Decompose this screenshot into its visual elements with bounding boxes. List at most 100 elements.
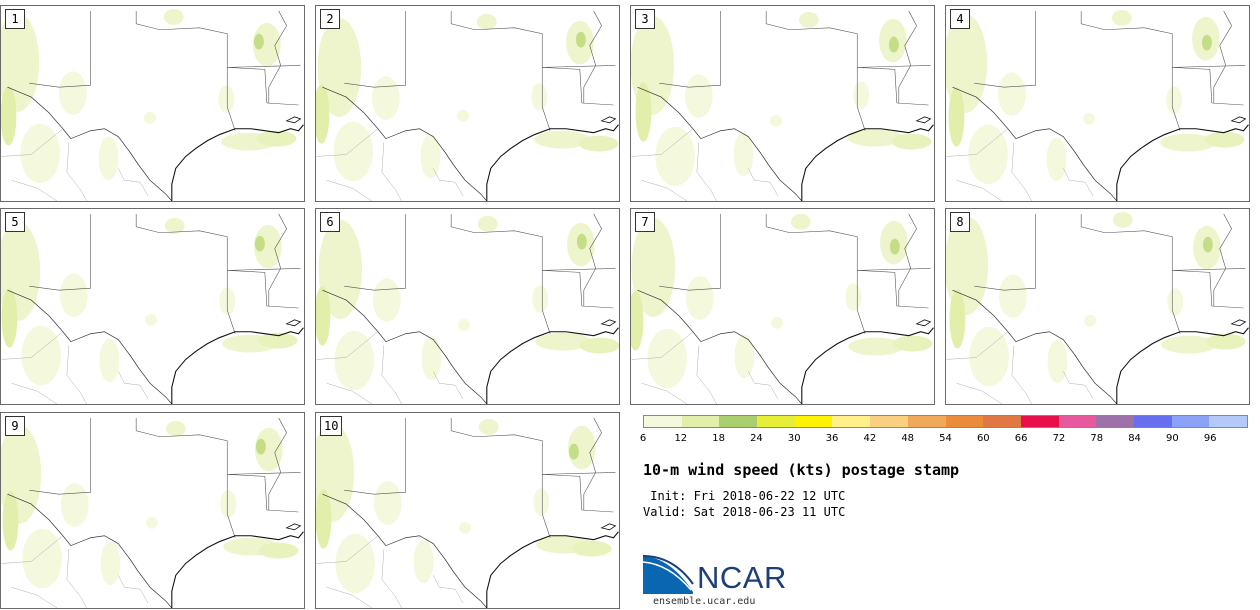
wind-speed-contour xyxy=(164,217,185,234)
mexico-state-line xyxy=(946,331,1009,360)
wind-speed-contour xyxy=(257,332,298,349)
mexico-state-line xyxy=(696,345,717,404)
wind-speed-map xyxy=(316,213,619,404)
valid-time: Valid: Sat 2018-06-23 11 UTC xyxy=(643,505,846,519)
colorbar-segment xyxy=(1171,416,1210,427)
coastline xyxy=(486,531,619,608)
mexico-state-line xyxy=(946,128,1009,157)
wind-speed-map xyxy=(631,213,934,404)
mexico-state-line xyxy=(66,142,87,201)
wind-speed-contour xyxy=(1166,86,1183,114)
wind-speed-map xyxy=(316,10,619,201)
state-border xyxy=(541,474,551,538)
state-border xyxy=(581,305,614,309)
mexico-state-line xyxy=(696,142,717,201)
state-border xyxy=(1171,270,1181,334)
wind-speed-contour xyxy=(1204,131,1245,148)
ensemble-member-panel-9: 9 xyxy=(0,412,305,609)
state-border xyxy=(765,213,898,307)
member-label: 8 xyxy=(950,212,970,232)
state-border xyxy=(974,213,1036,291)
state-border xyxy=(344,417,406,495)
member-label: 10 xyxy=(320,416,343,436)
coastline xyxy=(486,124,619,201)
coastline xyxy=(285,319,302,327)
state-border xyxy=(135,417,268,511)
coastline xyxy=(285,116,302,124)
wind-speed-contour xyxy=(1205,333,1246,350)
state-border xyxy=(541,67,551,131)
wind-speed-contour xyxy=(100,541,121,586)
wind-speed-contour xyxy=(1202,236,1213,253)
coastline xyxy=(1230,319,1247,327)
ensemble-member-panel-5: 5 xyxy=(0,208,305,405)
mexico-border xyxy=(322,86,488,201)
colorbar-tick-label: 60 xyxy=(976,433,990,444)
wind-speed-contour xyxy=(1083,112,1096,125)
mexico-border xyxy=(7,289,173,404)
wind-speed-contour xyxy=(853,81,870,109)
wind-speed-contour xyxy=(847,128,903,147)
state-border xyxy=(226,67,236,131)
state-border xyxy=(1211,102,1244,106)
wind-speed-contour xyxy=(458,318,470,331)
wind-speed-contour xyxy=(655,126,695,187)
wind-speed-contour xyxy=(1111,9,1132,26)
state-border xyxy=(541,270,551,334)
wind-speed-contour xyxy=(1047,339,1068,384)
colorbar-tick-label: 54 xyxy=(939,433,952,444)
site-url: ensemble.ucar.edu xyxy=(653,596,756,607)
wind-speed-contour xyxy=(1160,133,1216,152)
state-border xyxy=(266,102,299,106)
coastline xyxy=(915,319,932,327)
mexico-state-line xyxy=(381,549,402,608)
colorbar-segment xyxy=(794,416,833,427)
state-border xyxy=(1080,10,1213,104)
mexico-state-line xyxy=(748,168,779,197)
wind-speed-contour xyxy=(335,533,375,594)
wind-speed-contour xyxy=(734,334,755,379)
mexico-state-line xyxy=(118,575,149,604)
ensemble-member-panel-1: 1 xyxy=(0,5,305,202)
coastline xyxy=(1116,327,1249,404)
state-border xyxy=(581,509,614,513)
mexico-border xyxy=(322,289,488,404)
wind-speed-colorbar xyxy=(643,415,1248,428)
coastline xyxy=(600,319,617,327)
state-border xyxy=(659,213,721,291)
wind-speed-contour xyxy=(59,273,88,317)
colorbar-segment xyxy=(1133,416,1172,427)
wind-speed-contour xyxy=(531,83,548,111)
wind-speed-contour xyxy=(1,12,40,112)
mexico-state-line xyxy=(1011,142,1032,201)
state-border xyxy=(344,213,406,291)
colorbar-tick-label: 42 xyxy=(863,433,877,444)
state-border xyxy=(581,102,614,106)
colorbar-segment xyxy=(870,416,908,427)
coastline xyxy=(1116,124,1249,201)
wind-speed-map xyxy=(1,213,304,404)
state-border xyxy=(583,417,602,511)
state-border xyxy=(857,268,931,271)
state-border xyxy=(135,213,268,307)
wind-speed-contour xyxy=(373,481,402,525)
member-label: 3 xyxy=(635,9,655,29)
state-border xyxy=(344,10,406,88)
mexico-state-line xyxy=(381,345,402,404)
state-border xyxy=(765,10,898,104)
colorbar-segment xyxy=(681,416,720,427)
wind-speed-contour xyxy=(578,135,619,152)
wind-speed-contour xyxy=(889,238,900,255)
colorbar-tick-label: 78 xyxy=(1090,433,1104,444)
mexico-state-line xyxy=(66,345,87,404)
colorbar-tick-label: 6 xyxy=(639,433,647,444)
logo-wordmark: NCAR xyxy=(697,560,787,595)
wind-speed-contour xyxy=(477,215,498,232)
wind-speed-contour xyxy=(968,124,1008,185)
state-border xyxy=(856,67,866,131)
wind-speed-contour xyxy=(457,109,469,122)
state-border xyxy=(857,65,931,68)
member-label: 5 xyxy=(5,212,25,232)
ensemble-member-panel-4: 4 xyxy=(945,5,1250,202)
colorbar-segment xyxy=(719,416,758,427)
